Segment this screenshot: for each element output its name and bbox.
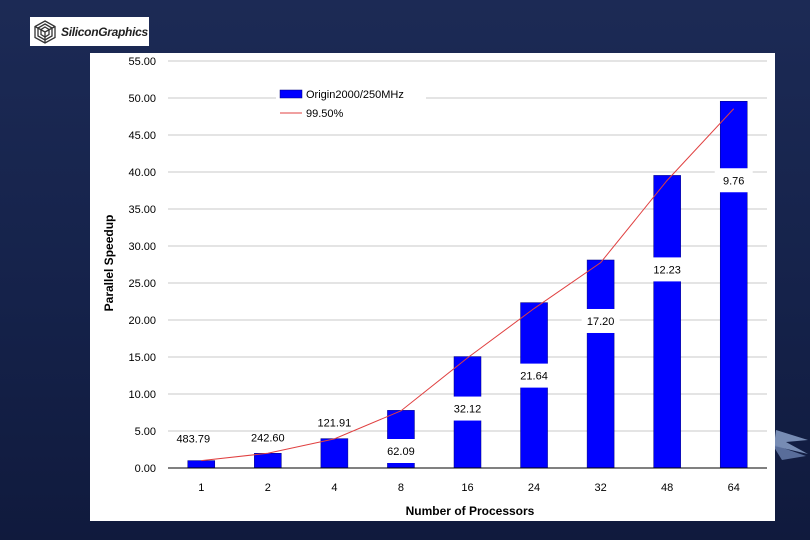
bar-1 xyxy=(187,460,216,469)
bar-48 xyxy=(653,175,681,469)
y-tick-label: 35.00 xyxy=(128,204,156,216)
x-tick-label: 48 xyxy=(661,482,673,494)
x-tick-label: 1 xyxy=(198,482,204,494)
bar-32 xyxy=(586,259,615,469)
data-label-64: 9.76 xyxy=(723,175,744,187)
x-tick-label: 16 xyxy=(461,482,473,494)
data-label-8: 62.09 xyxy=(387,446,415,458)
data-label-box xyxy=(381,439,420,463)
legend-label-bars: Origin2000/250MHz xyxy=(306,89,404,101)
y-tick-label: 45.00 xyxy=(128,130,156,142)
y-tick-label: 25.00 xyxy=(128,278,156,290)
data-label-4: 121.91 xyxy=(318,418,352,430)
y-tick-label: 30.00 xyxy=(128,241,156,253)
y-tick-label: 15.00 xyxy=(128,352,156,364)
y-tick-label: 0.00 xyxy=(135,463,156,475)
line-series-99-50 xyxy=(201,108,735,462)
x-axis-ticks: 1 2 4 8 16 24 32 48 64 xyxy=(198,482,740,494)
y-tick-label: 55.00 xyxy=(128,56,156,68)
data-label-box xyxy=(648,257,687,282)
y-tick-label: 10.00 xyxy=(128,389,156,401)
logo-wordmark: SiliconGraphics xyxy=(61,24,148,39)
data-label-16: 32.12 xyxy=(454,404,482,416)
data-label-2: 242.60 xyxy=(251,432,285,444)
data-label-48: 12.23 xyxy=(653,264,681,276)
sgi-cube-icon xyxy=(34,19,56,44)
data-label-box xyxy=(515,363,554,388)
legend: Origin2000/250MHz 99.50% xyxy=(276,84,426,134)
legend-swatch-bars xyxy=(279,89,303,99)
x-tick-label: 8 xyxy=(398,482,404,494)
bar-64 xyxy=(719,101,748,469)
y-axis-ticks: 0.00 5.00 10.00 15.00 20.00 25.00 30.00 35.00 40… xyxy=(128,56,156,475)
silicon-graphics-logo: SiliconGraphics xyxy=(30,17,149,46)
x-tick-label: 32 xyxy=(594,482,606,494)
data-label-32: 17.20 xyxy=(587,316,615,328)
y-axis-label: Parallel Speedup xyxy=(102,215,116,312)
y-tick-label: 20.00 xyxy=(128,315,156,327)
y-tick-label: 5.00 xyxy=(135,426,156,438)
y-tick-label: 40.00 xyxy=(128,167,156,179)
bar-2 xyxy=(254,453,282,469)
speedup-chart: 0.00 5.00 10.00 15.00 20.00 25.00 30.00 35.00 40… xyxy=(102,56,767,518)
data-label-1: 483.79 xyxy=(176,434,210,446)
x-tick-label: 4 xyxy=(331,482,337,494)
legend-label-line: 99.50% xyxy=(306,108,344,120)
decorative-arrow-shape xyxy=(772,430,808,460)
x-axis-label: Number of Processors xyxy=(406,504,535,518)
x-tick-label: 64 xyxy=(728,482,740,494)
data-label-box xyxy=(448,396,487,421)
bar-4 xyxy=(320,438,349,469)
data-label-24: 21.64 xyxy=(520,371,548,383)
bar-data-labels: 483.79 242.60 121.91 62.09 32.12 21.64 17.20 12… xyxy=(176,168,753,463)
x-tick-label: 24 xyxy=(528,482,540,494)
data-label-box xyxy=(581,308,620,333)
x-tick-label: 2 xyxy=(265,482,271,494)
y-tick-label: 50.00 xyxy=(128,93,156,105)
data-label-box xyxy=(714,168,753,193)
chart-panel: 0.00 5.00 10.00 15.00 20.00 25.00 30.00 35.00 40… xyxy=(90,53,775,521)
